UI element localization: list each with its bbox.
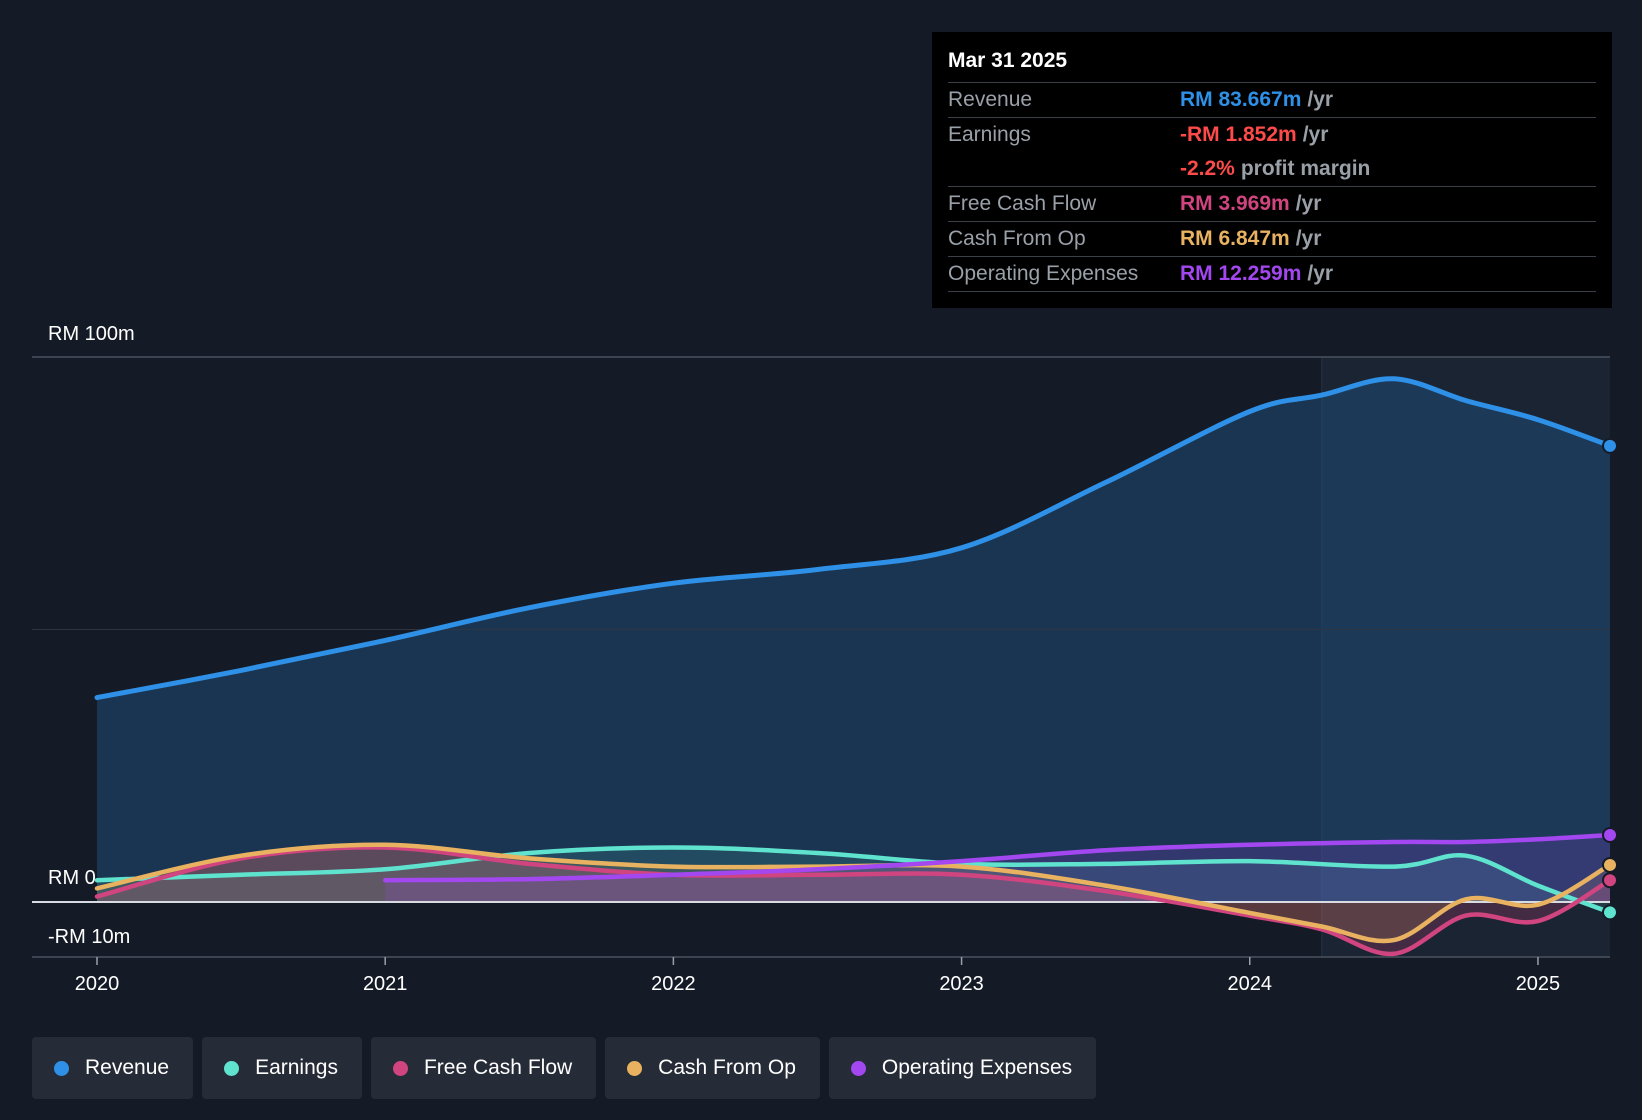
x-axis-label: 2023 xyxy=(939,973,984,995)
tooltip-row-label: Operating Expenses xyxy=(948,262,1139,285)
area-free-cash-flow xyxy=(97,847,1610,954)
series-end-dots xyxy=(1602,437,1618,921)
legend-item-cash-from-op[interactable]: Cash From Op xyxy=(605,1037,820,1099)
tooltip-row-value: RM 83.667m xyxy=(1180,88,1302,111)
legend-label: Cash From Op xyxy=(658,1056,796,1079)
line-operating-expenses xyxy=(382,832,1613,883)
tooltip-row-value: -RM 1.852m xyxy=(1180,123,1297,146)
legend-dot-icon xyxy=(627,1060,643,1076)
legend-item-operating-expenses[interactable]: Operating Expenses xyxy=(828,1037,1097,1099)
area-cash-from-op xyxy=(97,844,1610,942)
tooltip-row-value: RM 6.847m xyxy=(1180,227,1290,250)
tooltip-row-unit: profit margin xyxy=(1240,157,1371,180)
y-axis-label: -RM 10m xyxy=(48,926,130,948)
tooltip-row-value: -2.2% xyxy=(1180,157,1235,180)
tooltip-row: Free Cash Flow RM 3.969m/yr xyxy=(948,186,1596,221)
legend-label: Operating Expenses xyxy=(881,1056,1073,1079)
line-revenue xyxy=(94,376,1613,701)
tooltip-row-value: RM 3.969m xyxy=(1180,192,1290,215)
legend-label: Revenue xyxy=(85,1056,170,1079)
tooltip-row-label: Earnings xyxy=(948,123,1031,146)
x-axis-label: 2020 xyxy=(75,973,120,995)
line-cash-from-op xyxy=(94,842,1613,944)
legend-item-revenue[interactable]: Revenue xyxy=(32,1037,194,1099)
tooltip-row-unit: /yr xyxy=(1307,262,1334,285)
x-axis-label: 2022 xyxy=(651,973,696,995)
tooltip-row-label: Free Cash Flow xyxy=(948,192,1097,215)
area-earnings xyxy=(97,847,1610,913)
line-earnings xyxy=(94,845,1613,915)
x-axis-label: 2025 xyxy=(1516,973,1561,995)
end-dot-cash-from-op xyxy=(1602,856,1618,873)
tooltip-row-value: RM 12.259m xyxy=(1180,262,1302,285)
y-axis-label: RM 0 xyxy=(48,867,96,889)
line-free-cash-flow xyxy=(94,845,1613,957)
tooltip: Mar 31 2025 Revenue RM 83.667m/yr Earnings… xyxy=(932,32,1612,308)
tooltip-date: Mar 31 2025 xyxy=(948,49,1068,72)
y-axis-label: RM 100m xyxy=(48,323,135,345)
tooltip-row: Earnings -RM 1.852m/yr xyxy=(948,117,1596,152)
x-axis-labels: 2020 2021 2022 2023 2024 2025 xyxy=(75,957,1560,995)
end-dot-earnings xyxy=(1602,904,1618,921)
legend-label: Earnings xyxy=(255,1056,338,1079)
tooltip-row: Operating Expenses RM 12.259m/yr xyxy=(948,256,1596,292)
tooltip-row-label: Cash From Op xyxy=(948,227,1086,250)
legend-dot-icon xyxy=(224,1060,240,1076)
chart-lines xyxy=(94,376,1613,957)
legend: Revenue Earnings Free Cash Flow Cash From O… xyxy=(32,1037,1097,1099)
tooltip-row-unit: /yr xyxy=(1295,227,1322,250)
tooltip-row: Revenue RM 83.667m/yr xyxy=(948,82,1596,117)
legend-dot-icon xyxy=(54,1060,69,1076)
end-dot-revenue xyxy=(1602,437,1618,454)
y-axis-labels: RM 100m RM 0 -RM 10m xyxy=(48,323,135,948)
legend-label: Free Cash Flow xyxy=(423,1056,573,1079)
x-axis-label: 2024 xyxy=(1228,973,1273,995)
x-axis-label: 2021 xyxy=(363,973,408,995)
tooltip-rows: Revenue RM 83.667m/yr Earnings -RM 1.852m/y… xyxy=(948,82,1596,292)
legend-dot-icon xyxy=(392,1060,408,1076)
tooltip-row: -2.2% profit margin xyxy=(948,152,1596,186)
tooltip-row-unit: /yr xyxy=(1295,192,1322,215)
legend-item-earnings[interactable]: Earnings xyxy=(202,1037,362,1099)
tooltip-row-unit: /yr xyxy=(1307,88,1334,111)
legend-dot-icon xyxy=(850,1060,866,1076)
end-dot-free-cash-flow xyxy=(1602,872,1618,889)
end-dot-operating-expenses xyxy=(1602,826,1618,843)
chart-grid xyxy=(32,356,1610,958)
legend-item-free-cash-flow[interactable]: Free Cash Flow xyxy=(370,1037,597,1099)
tooltip-row: Cash From Op RM 6.847m/yr xyxy=(948,221,1596,256)
area-revenue xyxy=(97,378,1610,902)
tooltip-row-unit: /yr xyxy=(1302,123,1329,146)
tooltip-row-label: Revenue xyxy=(948,88,1033,111)
